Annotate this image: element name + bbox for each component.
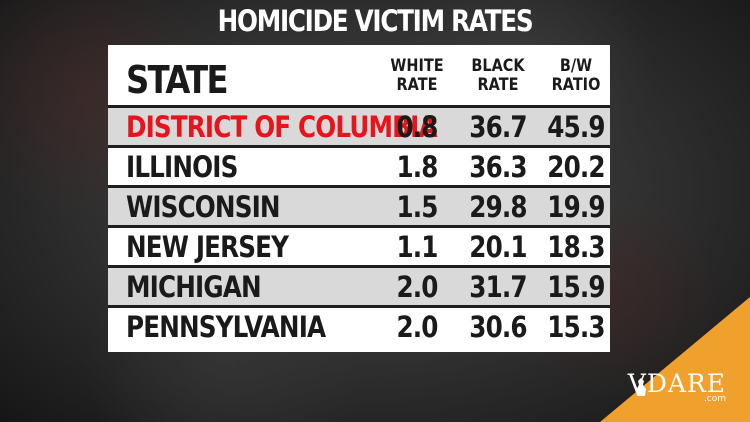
table-header: STATE WHITE RATE BLACK RATE B/W RATIO — [108, 45, 610, 108]
cell-black-rate: 31.7 — [469, 270, 527, 304]
cell-state: DISTRICT OF COLUMBIA — [126, 110, 438, 144]
table-row: NEW JERSEY 1.1 20.1 18.3 — [108, 228, 610, 265]
cell-white-rate: 1.8 — [396, 150, 438, 184]
row-divider — [108, 185, 610, 188]
logo-domain: .com — [703, 394, 726, 404]
cell-bw-ratio: 18.3 — [547, 230, 605, 264]
cell-bw-ratio: 15.9 — [547, 270, 605, 304]
header-white-rate: WHITE RATE — [386, 57, 449, 95]
table-row: MICHIGAN 2.0 31.7 15.9 — [108, 268, 610, 305]
cell-white-rate: 1.5 — [396, 190, 438, 224]
header-ratio-line1: B/W — [559, 56, 593, 76]
cell-black-rate: 30.6 — [469, 310, 527, 344]
silhouette-mark-icon — [636, 378, 646, 396]
chart-title: HOMICIDE VICTIM RATES — [217, 4, 534, 38]
row-divider — [108, 305, 610, 308]
row-divider — [108, 265, 610, 268]
row-divider — [108, 105, 610, 108]
header-white-line2: RATE — [396, 75, 438, 95]
row-divider — [108, 225, 610, 228]
cell-state: NEW JERSEY — [126, 230, 289, 264]
table-row: DISTRICT OF COLUMBIA 0.8 36.7 45.9 — [108, 108, 610, 145]
cell-black-rate: 36.7 — [469, 110, 527, 144]
cell-state: ILLINOIS — [126, 150, 238, 184]
header-black-line1: BLACK — [471, 56, 525, 76]
header-bw-ratio: B/W RATIO — [545, 57, 608, 95]
table-row: WISCONSIN 1.5 29.8 19.9 — [108, 188, 610, 225]
cell-state: WISCONSIN — [126, 190, 281, 224]
corner-accent — [600, 297, 750, 422]
cell-white-rate: 0.8 — [396, 110, 438, 144]
table-row: PENNSYLVANIA 2.0 30.6 15.3 — [108, 308, 610, 345]
header-black-rate: BLACK RATE — [467, 57, 530, 95]
cell-bw-ratio: 19.9 — [547, 190, 605, 224]
cell-state: MICHIGAN — [126, 270, 262, 304]
cell-white-rate: 2.0 — [396, 270, 438, 304]
cell-black-rate: 20.1 — [469, 230, 527, 264]
table-row: ILLINOIS 1.8 36.3 20.2 — [108, 148, 610, 185]
cell-bw-ratio: 20.2 — [547, 150, 605, 184]
header-black-line2: RATE — [477, 75, 519, 95]
cell-bw-ratio: 15.3 — [547, 310, 605, 344]
header-ratio-line2: RATIO — [551, 75, 601, 95]
cell-state: PENNSYLVANIA — [126, 310, 326, 344]
header-white-line1: WHITE — [390, 56, 444, 76]
cell-bw-ratio: 45.9 — [547, 110, 605, 144]
cell-black-rate: 29.8 — [469, 190, 527, 224]
cell-black-rate: 36.3 — [469, 150, 527, 184]
cell-white-rate: 2.0 — [396, 310, 438, 344]
header-state: STATE — [126, 58, 229, 102]
brand-logo: VDARE .com — [596, 369, 726, 404]
cell-white-rate: 1.1 — [396, 230, 438, 264]
row-divider — [108, 145, 610, 148]
data-table: STATE WHITE RATE BLACK RATE B/W RATIO DI… — [108, 45, 610, 352]
